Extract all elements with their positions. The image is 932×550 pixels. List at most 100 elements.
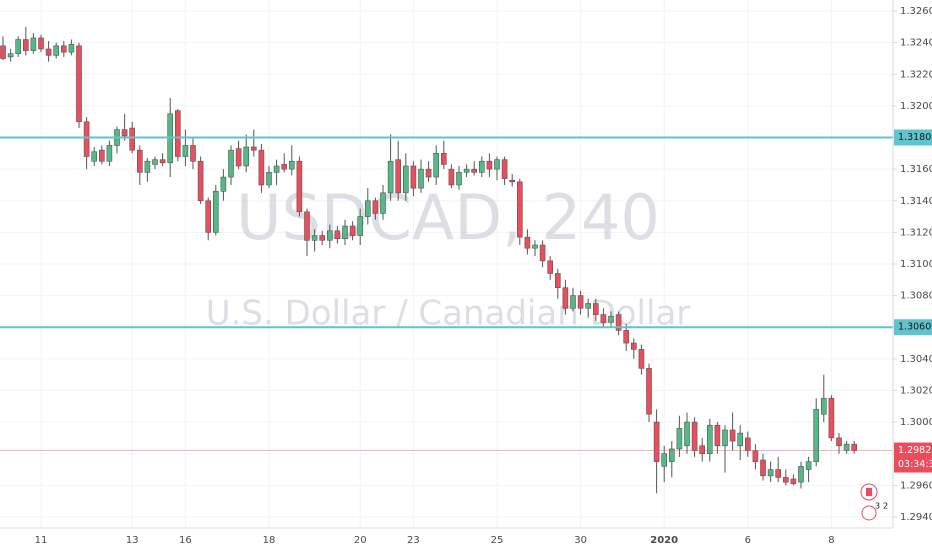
- candles: [0, 26, 893, 494]
- candle-body: [129, 127, 135, 151]
- candle-body: [684, 421, 690, 447]
- candle-body: [38, 37, 44, 50]
- x-tick-label: 8: [828, 535, 834, 546]
- candle-body: [775, 469, 782, 478]
- candle-body: [159, 159, 166, 164]
- candle-body: [213, 190, 219, 233]
- candle-body: [486, 160, 493, 170]
- candle-body: [311, 235, 318, 241]
- candle-body: [516, 181, 523, 238]
- symbol-icon: [860, 483, 878, 521]
- candle-body: [83, 121, 90, 157]
- candle-body: [121, 129, 128, 137]
- candle-body: [820, 398, 827, 415]
- candle-body: [653, 421, 660, 462]
- candle-body: [608, 315, 614, 323]
- y-tick-label: 1.30800: [900, 291, 932, 302]
- x-tick-label: 13: [126, 535, 139, 546]
- candle-body: [433, 153, 440, 178]
- candle-body: [767, 469, 774, 477]
- y-tick-label: 1.31200: [900, 227, 932, 238]
- candle-body: [53, 45, 60, 56]
- x-tick-label: 23: [407, 535, 420, 546]
- x-tick-label: 30: [574, 535, 587, 546]
- candle-body: [706, 424, 713, 455]
- candle-body: [402, 165, 409, 194]
- candle-body: [615, 314, 622, 331]
- candle-body: [646, 368, 652, 415]
- candle-body: [524, 236, 531, 249]
- candle-body: [471, 168, 478, 173]
- candle-body: [638, 349, 645, 369]
- candle-body: [661, 453, 668, 467]
- x-tick-label: 20: [354, 535, 367, 546]
- candle-body: [509, 179, 516, 183]
- candle-body: [304, 211, 310, 241]
- candle-body: [205, 200, 211, 233]
- candle-body: [425, 168, 432, 178]
- candle-body: [235, 148, 242, 167]
- y-tick-label: 1.30000: [900, 417, 932, 428]
- candle-body: [410, 165, 417, 189]
- candle-body: [585, 303, 592, 309]
- candle-body: [91, 151, 97, 162]
- candle-body: [190, 145, 196, 162]
- axis-labels: 1.294001.296001.298001.300001.302001.304…: [35, 6, 932, 546]
- candle-body: [752, 450, 759, 462]
- candle-body: [387, 160, 394, 194]
- candle-body: [600, 314, 607, 323]
- badge-count: 3: [875, 502, 880, 511]
- candle-body: [266, 172, 272, 186]
- candle-body: [699, 445, 706, 455]
- candle-body: [22, 39, 29, 51]
- candle-body: [0, 45, 6, 59]
- candle-body: [828, 398, 835, 439]
- candle-body: [782, 477, 789, 483]
- candle-body: [30, 37, 37, 51]
- candle-body: [714, 424, 721, 447]
- candle-body: [623, 330, 630, 344]
- candle-body: [326, 230, 333, 241]
- badge-count: 2: [883, 502, 888, 511]
- candle-body: [380, 192, 386, 214]
- y-tick-label: 1.29400: [900, 512, 932, 523]
- y-tick-label: 1.31400: [900, 196, 932, 207]
- countdown-label: 03:34:38: [898, 459, 932, 470]
- candle-body: [805, 461, 812, 470]
- candle-body: [676, 428, 683, 450]
- hline-label-box: [894, 129, 932, 146]
- candle-body: [144, 160, 151, 173]
- y-tick-label: 1.32200: [900, 69, 932, 80]
- candle-body: [729, 429, 736, 442]
- candle-body: [45, 48, 52, 56]
- candle-body: [372, 200, 379, 214]
- y-tick-label: 1.29600: [900, 480, 932, 491]
- candle-body: [197, 160, 204, 202]
- candle-body: [630, 342, 637, 350]
- candle-body: [7, 53, 14, 58]
- candle-body: [547, 260, 554, 274]
- candle-body: [220, 176, 227, 192]
- y-tick-label: 1.30200: [900, 385, 932, 396]
- x-tick-label: 16: [179, 535, 192, 546]
- candle-body: [334, 230, 341, 240]
- candle-body: [440, 153, 447, 165]
- candle-body: [319, 235, 326, 241]
- candle-body: [744, 437, 751, 451]
- candle-body: [281, 164, 288, 170]
- y-tick-label: 1.30400: [900, 354, 932, 365]
- candle-body: [175, 110, 181, 157]
- candle-body: [851, 443, 858, 451]
- candle-body: [137, 149, 143, 173]
- flag-leaf: [866, 488, 872, 496]
- last-price-box: [894, 442, 932, 473]
- hline-label-box: [894, 319, 932, 336]
- x-tick-label: 11: [35, 535, 48, 546]
- candle-body: [554, 273, 561, 289]
- candle-body: [15, 39, 21, 55]
- y-tick-label: 1.31000: [900, 259, 932, 270]
- candle-body: [760, 459, 766, 477]
